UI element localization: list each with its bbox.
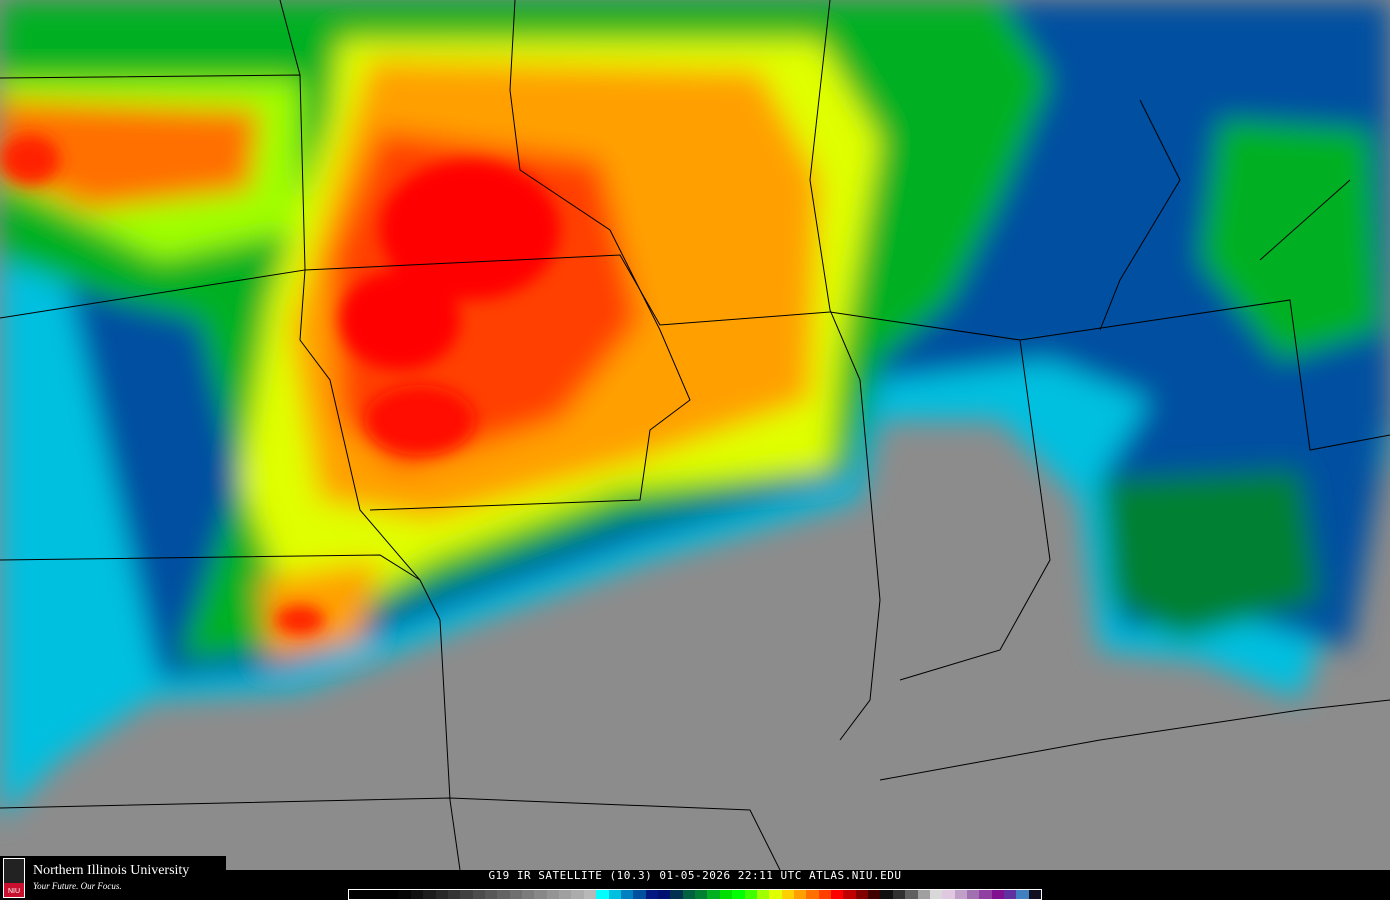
colorbar-swatch	[571, 890, 584, 899]
colorbar-swatch	[929, 890, 943, 899]
colorbar-swatch	[559, 890, 572, 899]
colorbar-swatch	[682, 890, 696, 899]
cloud-imagery	[0, 0, 1390, 870]
colorbar-swatch	[410, 890, 424, 899]
colorbar-swatch	[966, 890, 980, 899]
cloud-layers	[0, 0, 1390, 820]
colorbar-swatch	[793, 890, 807, 899]
colorbar-swatch	[670, 890, 683, 899]
colorbar-swatch	[1016, 890, 1029, 899]
colorbar-legend	[348, 889, 1042, 900]
state-boundaries	[0, 0, 1390, 870]
logo-name: Northern Illinois University	[33, 863, 190, 878]
colorbar-swatch	[460, 890, 473, 899]
cold-cloud-tops	[0, 135, 560, 635]
colorbar-swatch	[831, 890, 844, 899]
colorbar-swatch	[855, 890, 869, 899]
colorbar-swatch	[509, 890, 523, 899]
colorbar-swatch	[497, 890, 510, 899]
colorbar-swatch	[769, 890, 782, 899]
colorbar-swatch	[583, 890, 597, 899]
colorbar-swatch	[398, 890, 411, 899]
colorbar-swatch	[608, 890, 621, 899]
colorbar-swatch	[620, 890, 634, 899]
colorbar-swatch	[732, 890, 745, 899]
colorbar-swatch	[905, 890, 918, 899]
colorbar-swatch	[447, 890, 461, 899]
colorbar-swatch	[373, 890, 387, 899]
niu-seal-icon: NIU	[3, 858, 25, 898]
colorbar-swatch	[917, 890, 930, 899]
colorbar-swatch	[546, 890, 560, 899]
colorbar-swatch	[435, 890, 448, 899]
colorbar-swatch	[522, 890, 535, 899]
colorbar-swatch	[942, 890, 955, 899]
logo-tagline: Your Future. Our Focus.	[33, 881, 122, 891]
seal-text: NIU	[7, 888, 21, 895]
colorbar-swatch	[707, 890, 720, 899]
colorbar-swatch	[657, 890, 671, 899]
colorbar-swatch	[979, 890, 992, 899]
colorbar-swatch	[756, 890, 770, 899]
colorbar-swatch	[633, 890, 646, 899]
colorbar-swatch	[484, 890, 498, 899]
colorbar-swatch	[695, 890, 708, 899]
colorbar-swatch	[423, 890, 436, 899]
colorbar-swatch	[1004, 890, 1017, 899]
colorbar-swatch	[596, 890, 609, 899]
colorbar-swatch	[386, 890, 399, 899]
colorbar-swatch	[361, 890, 374, 899]
image-caption: G19 IR SATELLITE (10.3) 01-05-2026 22:11…	[488, 869, 902, 882]
colorbar-swatch	[954, 890, 967, 899]
colorbar-swatch	[534, 890, 547, 899]
colorbar-swatch	[880, 890, 893, 899]
colorbar-swatch	[349, 890, 362, 899]
colorbar-swatch	[1028, 890, 1042, 899]
colorbar-swatch	[892, 890, 906, 899]
colorbar-swatch	[818, 890, 832, 899]
niu-logo: NIU Northern Illinois University Your Fu…	[0, 856, 226, 900]
colorbar-swatch	[806, 890, 819, 899]
colorbar-swatch	[843, 890, 856, 899]
colorbar-swatch	[781, 890, 794, 899]
satellite-map	[0, 0, 1390, 870]
colorbar-swatch	[744, 890, 757, 899]
colorbar-swatch	[472, 890, 485, 899]
colorbar-swatch	[868, 890, 881, 899]
colorbar-swatch	[719, 890, 733, 899]
colorbar-swatch	[645, 890, 658, 899]
colorbar-swatch	[991, 890, 1005, 899]
